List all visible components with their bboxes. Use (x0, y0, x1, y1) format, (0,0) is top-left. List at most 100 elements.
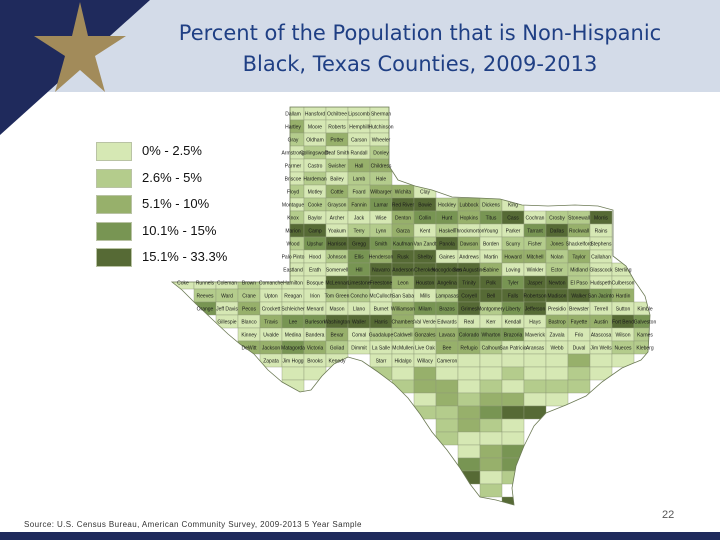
bottom-bar (0, 532, 720, 540)
county-label: Kleberg (636, 346, 653, 352)
county-label: Brazoria (504, 333, 523, 339)
county-label: Clay (420, 190, 431, 196)
county-roberts (611, 353, 635, 368)
county-titus (501, 457, 525, 472)
county-label: Gregg (352, 242, 366, 248)
county-label: Angelina (437, 281, 457, 287)
county-label: Jeff Davis (216, 307, 238, 313)
county-label: Martin (484, 255, 498, 261)
county-label: Schleicher (281, 307, 305, 313)
county-briscoe (457, 379, 481, 394)
county-label: Crockett (262, 307, 281, 313)
county-label: Gray (288, 138, 299, 144)
county-cochran (479, 470, 503, 485)
county-label: Fayette (571, 320, 588, 326)
county-label: Coleman (217, 281, 237, 287)
county-label: Brown (242, 281, 256, 287)
county-label: Harris (374, 320, 388, 326)
county-fannin (457, 405, 481, 420)
county-label: Coryell (461, 294, 477, 300)
county-label: Limestone (347, 281, 370, 287)
legend-label: 10.1% - 15% (142, 222, 217, 238)
county-label: Yoakum (328, 229, 346, 235)
county-cooke (413, 405, 437, 420)
title-line-2: Black, Texas Counties, 2009-2013 (242, 52, 598, 76)
county-label: Lamar (374, 203, 389, 209)
county-label: San Augustine (453, 268, 485, 274)
county-label: Terry (353, 229, 365, 235)
county-label: Bowie (418, 203, 432, 209)
county-deaf-smith (523, 366, 547, 381)
county-label: Grayson (328, 203, 347, 209)
county-label: Aransas (526, 346, 545, 352)
county-label: Sterling (615, 268, 632, 274)
county-label: Foard (352, 190, 365, 196)
county-moore (589, 353, 613, 368)
county-label: Gillespie (217, 320, 236, 326)
county-label: Briscoe (285, 177, 302, 183)
county-label: Deaf Smith (325, 151, 350, 157)
county-label: Stonewall (568, 216, 590, 222)
county-label: Sherman (371, 112, 392, 118)
county-label: Grimes (461, 307, 478, 313)
county-label: Caldwell (394, 333, 413, 339)
county-label: Nolan (550, 255, 563, 261)
county-label: Val Verde (414, 320, 436, 326)
county-label: Glasscock (589, 268, 613, 274)
county-label: Irion (310, 294, 320, 300)
county-label: Sutton (616, 307, 631, 313)
county-wilbarger (479, 392, 503, 407)
county-carson (435, 366, 459, 381)
county-hutchinson (303, 366, 327, 381)
county-label: Mills (420, 294, 430, 300)
county-label: Montague (282, 203, 304, 209)
county-label: Washington (324, 320, 350, 326)
county-label: Oldham (306, 138, 324, 144)
county-label: Wheeler (372, 138, 391, 144)
county-label: Taylor (572, 255, 586, 261)
county-hale (545, 379, 569, 394)
county-label: Jackson (262, 346, 281, 352)
county-label: Shackelford (566, 242, 593, 248)
county-childress (435, 379, 459, 394)
county-label: Kent (420, 229, 431, 235)
county-label: Scurry (506, 242, 521, 248)
county-label: Stephens (590, 242, 612, 248)
county-label: Throckmorton (454, 229, 485, 235)
county-label: Newton (549, 281, 566, 287)
county-label: Rains (595, 229, 608, 235)
county-jack (501, 431, 525, 446)
county-label: Roberts (328, 125, 346, 131)
county-label: Jim Wells (590, 346, 612, 352)
county-label: Kaufman (393, 242, 413, 248)
county-label: Tyler (508, 281, 519, 287)
county-wise (457, 444, 481, 459)
county-label: Randall (351, 151, 368, 157)
county-label: Dimmit (351, 346, 367, 352)
legend-swatch (96, 248, 132, 267)
county-label: Bailey (330, 177, 344, 183)
county-label: Refugio (460, 346, 477, 352)
county-label: Waller (352, 320, 366, 326)
county-ochiltree (501, 353, 525, 368)
county-label: Knox (287, 216, 299, 222)
county-label: Matagorda (281, 346, 305, 352)
county-label: Cass (507, 216, 519, 222)
county-label: Comanche (259, 281, 283, 287)
county-label: Upshur (307, 242, 323, 248)
legend-label: 0% - 2.5% (142, 143, 202, 158)
county-label: McLennan (325, 281, 349, 287)
county-label: Henderson (369, 255, 394, 261)
county-label: Carson (351, 138, 367, 144)
county-sherman (545, 353, 569, 368)
county-label: Garza (396, 229, 410, 235)
county-label: Winkler (527, 268, 544, 274)
county-label: Lubbock (460, 203, 479, 209)
county-lamar (479, 405, 503, 420)
county-label: Shelby (417, 255, 433, 261)
county-hockley (435, 418, 459, 433)
county-label: Callahan (591, 255, 611, 261)
county-label: Reeves (197, 294, 214, 300)
county-label: San Jacinto (588, 294, 614, 300)
county-label: Walker (571, 294, 587, 300)
